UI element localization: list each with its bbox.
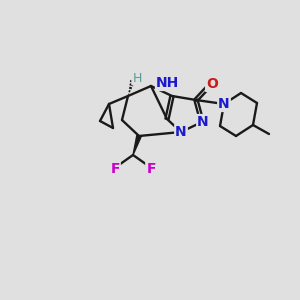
Text: F: F	[110, 162, 120, 176]
Text: N: N	[197, 115, 209, 129]
Text: H: H	[132, 71, 142, 85]
Text: N: N	[175, 125, 187, 139]
Polygon shape	[133, 135, 141, 155]
Text: O: O	[206, 77, 218, 91]
Text: NH: NH	[156, 76, 179, 90]
Text: F: F	[146, 162, 156, 176]
Text: N: N	[218, 97, 230, 111]
